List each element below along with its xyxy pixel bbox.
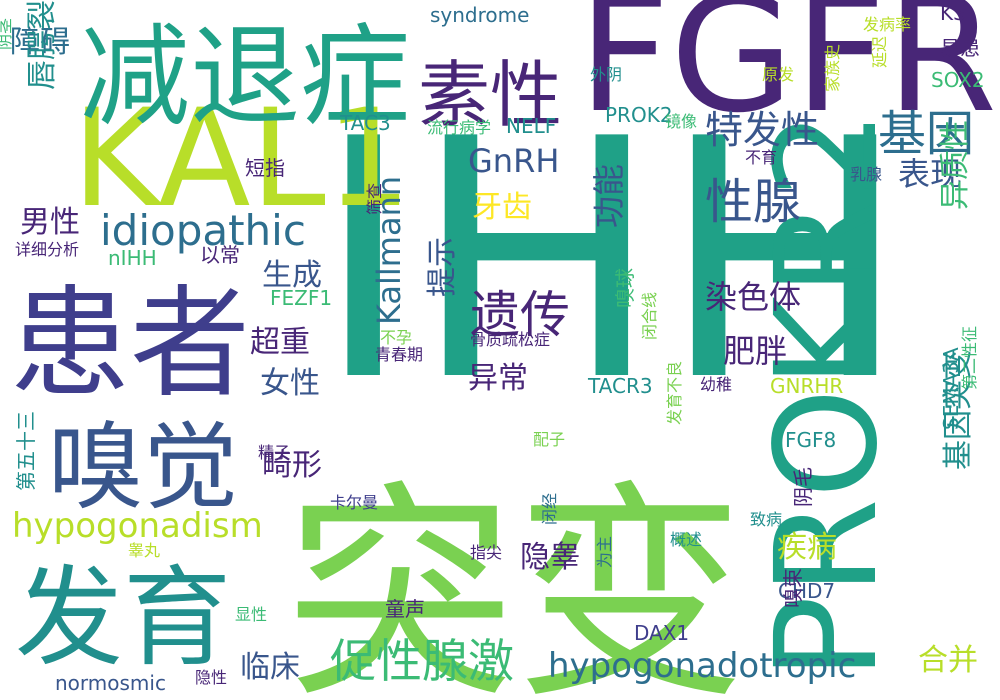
word-73: 青春期 [375, 345, 423, 364]
word-75: 闭合线 [640, 292, 659, 340]
word-37: 基因突变 [941, 350, 976, 470]
word-18: 特发性 [705, 108, 819, 152]
word-21: 功能 [590, 164, 628, 228]
word-56: 短指 [245, 156, 285, 180]
word-88: 为主 [595, 536, 614, 568]
word-6: 患者 [10, 275, 250, 414]
word-66: 家族史 [823, 44, 842, 92]
word-36: 临床 [240, 650, 300, 685]
word-38: 异质性 [938, 120, 973, 210]
word-23: 提示 [425, 237, 460, 297]
word-82: 阴毛 [791, 467, 815, 507]
word-13: hypogonadotropic [548, 646, 856, 686]
word-8: 嗅觉 [48, 413, 238, 523]
word-48: GNRHR [770, 374, 843, 398]
word-71: 筛查 [365, 183, 384, 215]
word-46: PROK2 [605, 103, 673, 127]
word-55: normosmic [55, 671, 166, 695]
word-91: 显性 [235, 605, 267, 624]
word-67: 延迟 [870, 36, 889, 68]
word-2: FGFR1 [578, 0, 1000, 148]
word-87: 闭经 [540, 493, 559, 525]
word-17: 性腺 [705, 174, 801, 230]
word-25: 异常 [468, 361, 528, 396]
word-32: 唇腭裂 [25, 0, 60, 90]
word-51: DAX1 [634, 621, 689, 645]
word-70: 乳腺 [850, 165, 882, 184]
word-47: TACR3 [587, 374, 653, 398]
word-22: 牙齿 [472, 190, 532, 225]
word-33: 畸形 [262, 448, 322, 483]
word-1: IHH [315, 69, 909, 453]
word-24: 染色体 [705, 278, 801, 316]
word-4: KAL1 [72, 80, 412, 237]
word-58: 详细分析 [15, 240, 79, 259]
word-83: 致病 [750, 510, 782, 529]
word-44: TAC3 [339, 111, 391, 135]
word-5: 减退症 [80, 13, 410, 141]
word-27: 男性 [20, 205, 80, 240]
word-84: 指尖 [470, 543, 502, 562]
word-34: 隐睾 [520, 540, 580, 575]
word-10: 基因 [878, 106, 974, 162]
word-26: 肥胖 [723, 332, 787, 370]
word-45: NELF [506, 114, 556, 138]
word-20: GnRH [468, 142, 559, 180]
word-57: 以常 [200, 243, 240, 267]
word-15: Kallmann [370, 176, 408, 325]
word-30: 女性 [260, 366, 320, 401]
word-7: 发育 [15, 556, 231, 681]
word-12: hypogonadism [12, 506, 263, 546]
word-31: 障碍 [10, 25, 70, 60]
word-77: 第二性征 [960, 326, 979, 390]
word-78: 精子 [258, 443, 290, 462]
word-62: 镜像 [665, 112, 697, 131]
word-14: 促性腺激 [330, 634, 514, 688]
word-16: 遗传 [470, 286, 570, 344]
word-90: 嗅束 [781, 568, 805, 608]
word-41: 易患 [940, 36, 980, 60]
word-85: 概述 [670, 530, 702, 549]
word-29: 超重 [250, 325, 310, 360]
word-39: 合并 [918, 643, 978, 678]
word-42: SOX2 [931, 68, 985, 92]
word-3: PROKR2 [746, 110, 909, 680]
word-81: 卡尔曼 [330, 493, 378, 512]
word-69: 不育 [745, 148, 777, 167]
word-53: nIHH [108, 246, 157, 270]
word-59: 第五十三 [14, 411, 38, 491]
word-35: 疾病 [777, 530, 837, 565]
word-92: 隐性 [195, 668, 227, 687]
word-76: 幼稚 [700, 375, 732, 394]
word-50: CHD7 [778, 579, 835, 603]
word-54: SEMA3A [939, 347, 963, 430]
word-40: syndrome [430, 3, 529, 27]
word-52: FEZF1 [270, 286, 332, 310]
word-28: 生成 [262, 258, 322, 293]
word-79: 配子 [533, 430, 565, 449]
word-11: idiopathic [100, 206, 306, 255]
word-0: 突变 [285, 463, 745, 700]
word-89: 童声 [385, 597, 425, 621]
word-64: 外阴 [590, 65, 622, 84]
word-72: 不孕 [380, 328, 412, 347]
word-43: KS [940, 1, 966, 25]
word-86: 睾丸 [128, 541, 160, 560]
word-68: 阴茎 [0, 18, 14, 50]
word-74: 骨质疏松症 [470, 330, 550, 349]
word-65: 原发 [762, 65, 794, 84]
word-60: 嗅球 [613, 268, 637, 308]
word-19: 表现 [898, 155, 962, 193]
word-61: 流行病学 [427, 118, 491, 137]
word-80: 发育不良 [665, 361, 684, 425]
word-63: 发病率 [863, 15, 911, 34]
word-9: 素性 [418, 53, 562, 137]
word-49: FGF8 [785, 428, 836, 452]
